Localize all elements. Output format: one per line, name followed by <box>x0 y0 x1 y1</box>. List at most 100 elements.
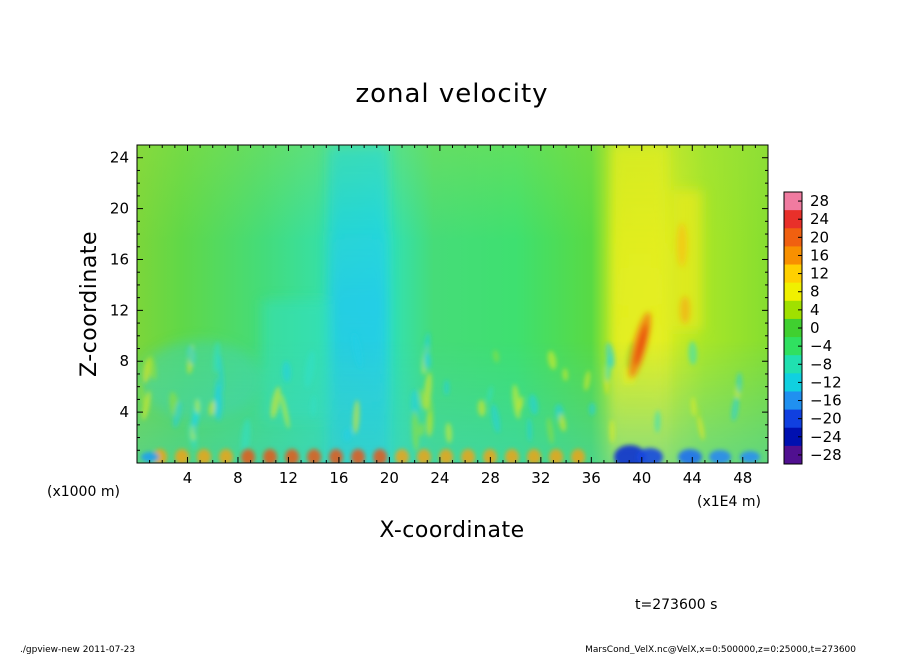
colorbar-swatch <box>784 355 802 374</box>
streak <box>208 400 216 416</box>
warm-blob <box>505 449 519 463</box>
streak <box>304 350 316 388</box>
bottom-row <box>141 445 760 463</box>
streak <box>731 396 739 422</box>
streak <box>547 350 557 370</box>
colorbar-swatch <box>784 228 802 247</box>
footer-left: ./gpview-new 2011-07-23 <box>20 645 135 654</box>
x-tick-label: 4 <box>183 469 193 487</box>
colorbar-swatch <box>784 337 802 356</box>
x-tick-label: 28 <box>481 469 500 487</box>
streak <box>527 417 532 442</box>
streak <box>173 401 182 428</box>
x-tick-label: 20 <box>380 469 399 487</box>
red-jet-core <box>634 323 648 367</box>
streak <box>142 391 151 421</box>
warm-blob <box>461 449 475 463</box>
colorbar-label: −4 <box>810 337 832 355</box>
jet-features <box>628 223 690 378</box>
streak <box>622 366 631 385</box>
streak <box>736 372 743 395</box>
streaks <box>139 332 743 456</box>
streak <box>690 397 697 417</box>
y-tick-label: 12 <box>110 301 129 319</box>
colorbar-label: −12 <box>810 373 842 391</box>
streak <box>418 422 425 437</box>
y-unit-label: (x1000 m) <box>47 484 120 500</box>
colorbar-label: 4 <box>810 301 820 319</box>
colorbar-swatch <box>784 445 802 465</box>
x-tick-label: 24 <box>430 469 449 487</box>
x-tick-label: 16 <box>329 469 348 487</box>
streak <box>547 417 554 445</box>
warm-blob <box>241 449 255 463</box>
streak <box>311 395 316 417</box>
streak <box>558 413 567 432</box>
streak <box>213 341 221 374</box>
warm-blob <box>197 449 211 463</box>
chart-title: zonal velocity <box>355 79 548 109</box>
streak <box>280 393 290 429</box>
x-tick-label: 8 <box>233 469 243 487</box>
colorbar-label: 16 <box>810 246 829 264</box>
streak <box>418 388 425 409</box>
colorbar-swatch <box>784 264 802 284</box>
warm-blob <box>263 449 277 463</box>
colorbar-swatch <box>784 318 802 338</box>
x-tick-label: 12 <box>279 469 298 487</box>
x-tick-label: 48 <box>733 469 752 487</box>
colorbar-swatch <box>784 210 802 229</box>
colorbar-swatch <box>784 409 802 429</box>
colorbar-label: 0 <box>810 319 820 337</box>
colorbar-label: 24 <box>810 210 829 228</box>
heatmap-lower-band <box>137 340 768 463</box>
heatmap-field <box>137 145 768 463</box>
streak <box>424 352 432 369</box>
streak <box>697 416 705 441</box>
warm-blob <box>373 449 387 463</box>
colorbar-swatch <box>784 192 802 211</box>
streak <box>688 341 698 365</box>
warm-blob <box>307 449 321 463</box>
streak <box>445 422 453 444</box>
streak <box>352 332 363 369</box>
streak <box>477 399 486 417</box>
streak <box>562 368 568 381</box>
streak <box>148 355 157 380</box>
orange-jet-mid <box>680 296 690 324</box>
streak <box>491 403 500 433</box>
warm-blob <box>439 449 453 463</box>
streak <box>343 428 352 443</box>
streak <box>187 345 196 365</box>
colorbar-label: −20 <box>810 410 842 428</box>
streak <box>583 370 591 391</box>
streak <box>512 384 521 420</box>
warm-blob <box>549 449 563 463</box>
cold-blob <box>678 449 702 463</box>
streak <box>240 418 251 456</box>
streak <box>654 410 661 433</box>
warm-blob <box>219 449 233 463</box>
warm-blob <box>527 449 541 463</box>
streak <box>443 379 450 396</box>
footer-right: MarsCond_VelX.nc@VelX,x=0:500000,z=0:250… <box>585 645 856 654</box>
colorbar-label: −16 <box>810 392 842 410</box>
y-tick-label: 8 <box>119 352 129 370</box>
colorbar-label: −8 <box>810 355 832 373</box>
colorbar-label: −28 <box>810 446 842 464</box>
streak <box>411 410 419 452</box>
y-tick-label: 16 <box>110 250 129 268</box>
orange-jet-upper <box>677 223 687 267</box>
cold-blob <box>141 452 159 462</box>
streak <box>410 389 420 419</box>
y-axis-ticks: 4 8 12 16 20 24 <box>110 149 768 451</box>
colorbar-label: 12 <box>810 265 829 283</box>
cold-blob <box>709 450 731 463</box>
streak <box>139 381 146 407</box>
x-tick-label: 40 <box>632 469 651 487</box>
x-unit-label: (x1E4 m) <box>697 494 761 510</box>
colorbar-swatch <box>784 373 802 392</box>
